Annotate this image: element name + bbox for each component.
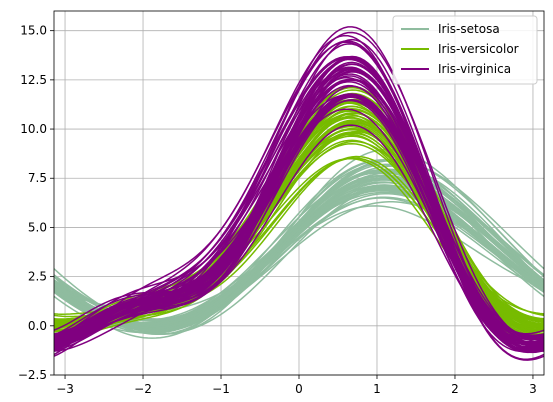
curve-line [54,169,544,327]
curve-line [54,67,544,341]
y-tick-label: 2.5 [28,270,47,284]
x-tick-label: 0 [295,382,303,396]
y-tick-label: 12.5 [20,73,47,87]
x-tick-label: 2 [451,382,459,396]
x-tick-label: 3 [529,382,537,396]
series-iris-virginica [54,26,544,361]
curve-line [54,93,544,341]
curves [54,26,544,361]
x-tick-label: 1 [373,382,381,396]
x-tick-label: −1 [212,382,230,396]
series-iris-setosa [54,148,544,339]
y-tick-label: 7.5 [28,171,47,185]
curve-line [54,93,544,346]
y-tick-label: 15.0 [20,24,47,38]
x-axis: −3 −2 −1 0 1 2 3 [56,375,537,396]
curve-line [54,169,544,329]
curve-line [54,181,544,325]
legend-label: Iris-versicolor [438,42,519,56]
x-tick-label: −3 [56,382,74,396]
x-tick-label: −2 [134,382,152,396]
legend: Iris-setosa Iris-versicolor Iris-virginica [392,15,538,85]
legend-box [392,15,538,85]
y-tick-label: 10.0 [20,122,47,136]
y-tick-label: 0.0 [28,319,47,333]
legend-label: Iris-virginica [438,62,511,76]
legend-label: Iris-setosa [438,22,500,36]
y-tick-label: 5.0 [28,220,47,234]
y-axis: −2.5 0.0 2.5 5.0 7.5 10.0 12.5 15.0 [18,24,54,382]
y-tick-label: −2.5 [18,368,47,382]
